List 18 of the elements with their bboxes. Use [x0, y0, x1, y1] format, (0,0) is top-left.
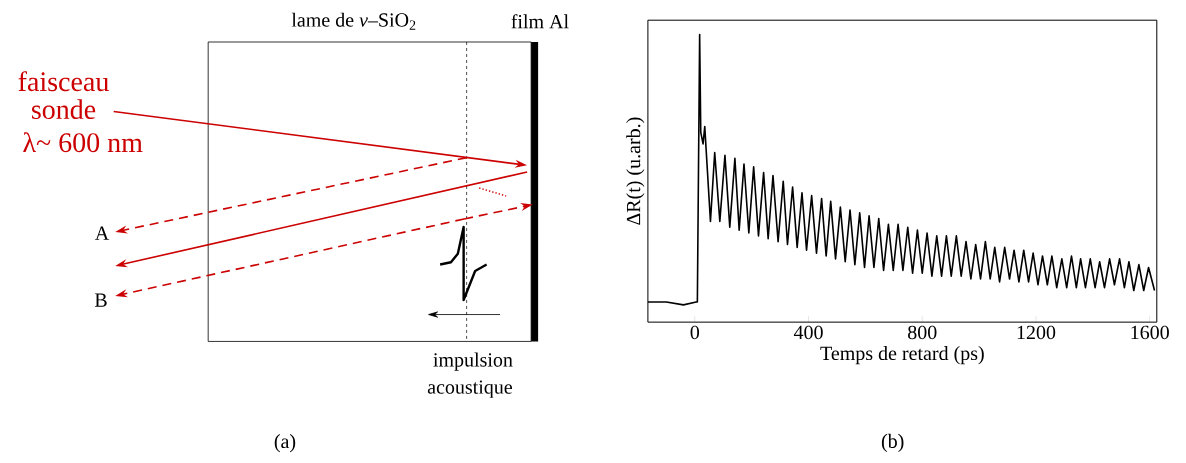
text: acoustique [427, 380, 512, 398]
x-tick-label: 800 [908, 325, 937, 340]
x-tick-label: 400 [793, 325, 823, 340]
y-axis-title: ΔR(t) (u.arb.) [626, 117, 645, 225]
text: B [94, 293, 107, 307]
text: (a) [274, 434, 296, 453]
x-tick-label: 0 [690, 325, 700, 340]
text: A [94, 226, 110, 240]
x-axis-title: Temps de retard (ps) [820, 345, 984, 365]
x-tick-label: 1200 [1017, 325, 1056, 340]
text: impulsion [433, 352, 513, 371]
text: (b) [881, 433, 904, 452]
text: film Al [511, 14, 569, 29]
text: lame de v–SiO$_{2}$ [291, 12, 416, 30]
text: sonde [31, 99, 96, 119]
text: λ~ 600 nm [23, 132, 143, 153]
x-tick-label: 1600 [1131, 325, 1169, 340]
text: faisceau [18, 71, 109, 92]
